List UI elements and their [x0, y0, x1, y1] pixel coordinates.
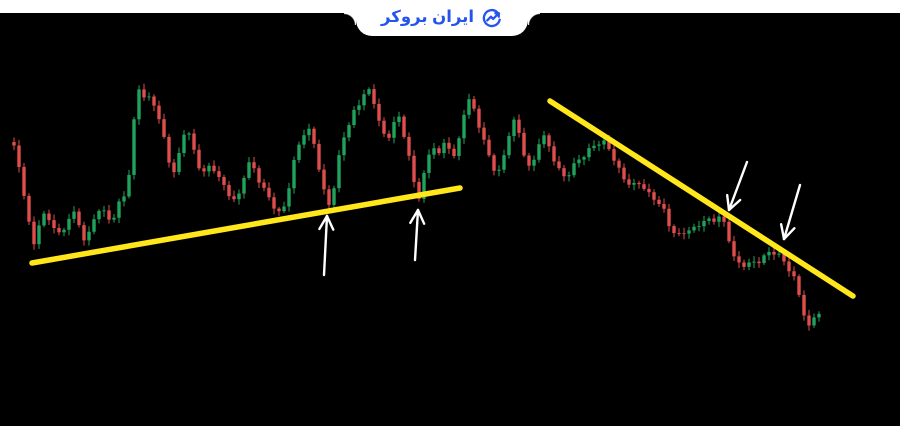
resistance-touch-arrow-2	[779, 183, 802, 241]
candles	[12, 83, 821, 331]
descending-resistance	[547, 98, 856, 299]
trend-arrow-circle-icon	[482, 8, 501, 28]
support-touch-arrow-1	[318, 214, 335, 277]
tab-fillet-right	[528, 13, 540, 25]
support-touch-arrow-2	[409, 208, 426, 262]
ascending-support	[29, 185, 463, 266]
resistance-touch-arrow-1	[725, 160, 749, 212]
brand-wordmark: ایران بروکر	[380, 7, 474, 26]
tab-fillet-left	[344, 13, 356, 25]
brand-tab: ایران بروکر	[356, 0, 528, 36]
price-chart	[12, 83, 856, 331]
chart-panel	[0, 13, 900, 426]
page: ایران بروکر	[0, 0, 900, 426]
